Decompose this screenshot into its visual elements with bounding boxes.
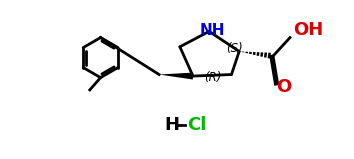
Text: (S): (S) [226, 42, 243, 55]
Text: (R): (R) [204, 71, 221, 84]
Text: O: O [276, 78, 291, 96]
Text: OH: OH [293, 21, 323, 39]
Polygon shape [159, 73, 193, 80]
Text: Cl: Cl [188, 116, 207, 134]
Text: H: H [165, 116, 180, 134]
Text: NH: NH [199, 23, 225, 38]
